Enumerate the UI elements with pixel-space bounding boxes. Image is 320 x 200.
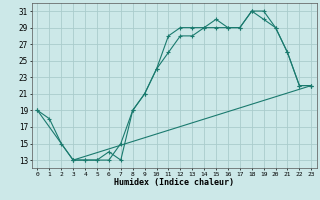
X-axis label: Humidex (Indice chaleur): Humidex (Indice chaleur) xyxy=(114,178,234,187)
